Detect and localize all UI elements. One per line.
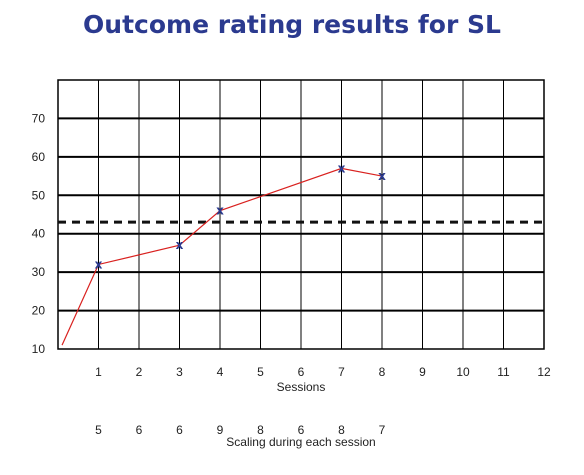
x-tick-label: 9 bbox=[419, 365, 426, 379]
x-axis-label: Sessions bbox=[277, 380, 326, 394]
series-group: x x x x x bbox=[61, 161, 386, 346]
data-point-marker: x bbox=[95, 257, 103, 271]
scaling-value: 8 bbox=[257, 423, 264, 437]
series-line bbox=[61, 167, 383, 346]
x-tick-label: 2 bbox=[136, 365, 143, 379]
data-point-marker: x bbox=[378, 169, 386, 183]
x-tick-label: 7 bbox=[338, 365, 345, 379]
x-tick-label: 5 bbox=[257, 365, 264, 379]
data-point-marker: x bbox=[216, 204, 224, 218]
y-tick-label: 60 bbox=[32, 150, 46, 164]
scaling-row-label: Scaling during each session bbox=[226, 435, 375, 449]
y-tick-label: 20 bbox=[32, 304, 46, 318]
scaling-value: 6 bbox=[176, 423, 183, 437]
grid bbox=[57, 79, 545, 350]
x-tick-label: 1 bbox=[95, 365, 102, 379]
y-tick-label: 50 bbox=[32, 188, 46, 202]
x-tick-label: 3 bbox=[176, 365, 183, 379]
y-tick-label: 40 bbox=[32, 227, 46, 241]
x-tick-label: 11 bbox=[497, 365, 510, 379]
scaling-value: 8 bbox=[338, 423, 345, 437]
data-point-marker: x bbox=[338, 161, 346, 175]
scaling-row: 5 6 6 9 8 6 8 7 bbox=[95, 423, 386, 437]
scaling-value: 6 bbox=[136, 423, 143, 437]
x-tick-label: 10 bbox=[456, 365, 470, 379]
y-tick-label: 30 bbox=[32, 265, 46, 279]
x-tick-labels: 1 2 3 4 5 6 7 8 9 10 11 12 bbox=[95, 365, 551, 379]
y-tick-label: 70 bbox=[32, 111, 46, 125]
x-tick-label: 6 bbox=[298, 365, 305, 379]
x-tick-label: 8 bbox=[379, 365, 386, 379]
scaling-value: 7 bbox=[379, 423, 386, 437]
y-tick-labels: 10 20 30 40 50 60 70 bbox=[32, 111, 46, 356]
scaling-value: 5 bbox=[95, 423, 102, 437]
y-tick-label: 10 bbox=[32, 342, 46, 356]
x-tick-label: 12 bbox=[537, 365, 551, 379]
x-tick-label: 4 bbox=[217, 365, 224, 379]
scaling-value: 6 bbox=[298, 423, 305, 437]
chart-title: Outcome rating results for SL bbox=[83, 10, 501, 39]
data-point-marker: x bbox=[176, 238, 184, 252]
scaling-value: 9 bbox=[217, 423, 224, 437]
